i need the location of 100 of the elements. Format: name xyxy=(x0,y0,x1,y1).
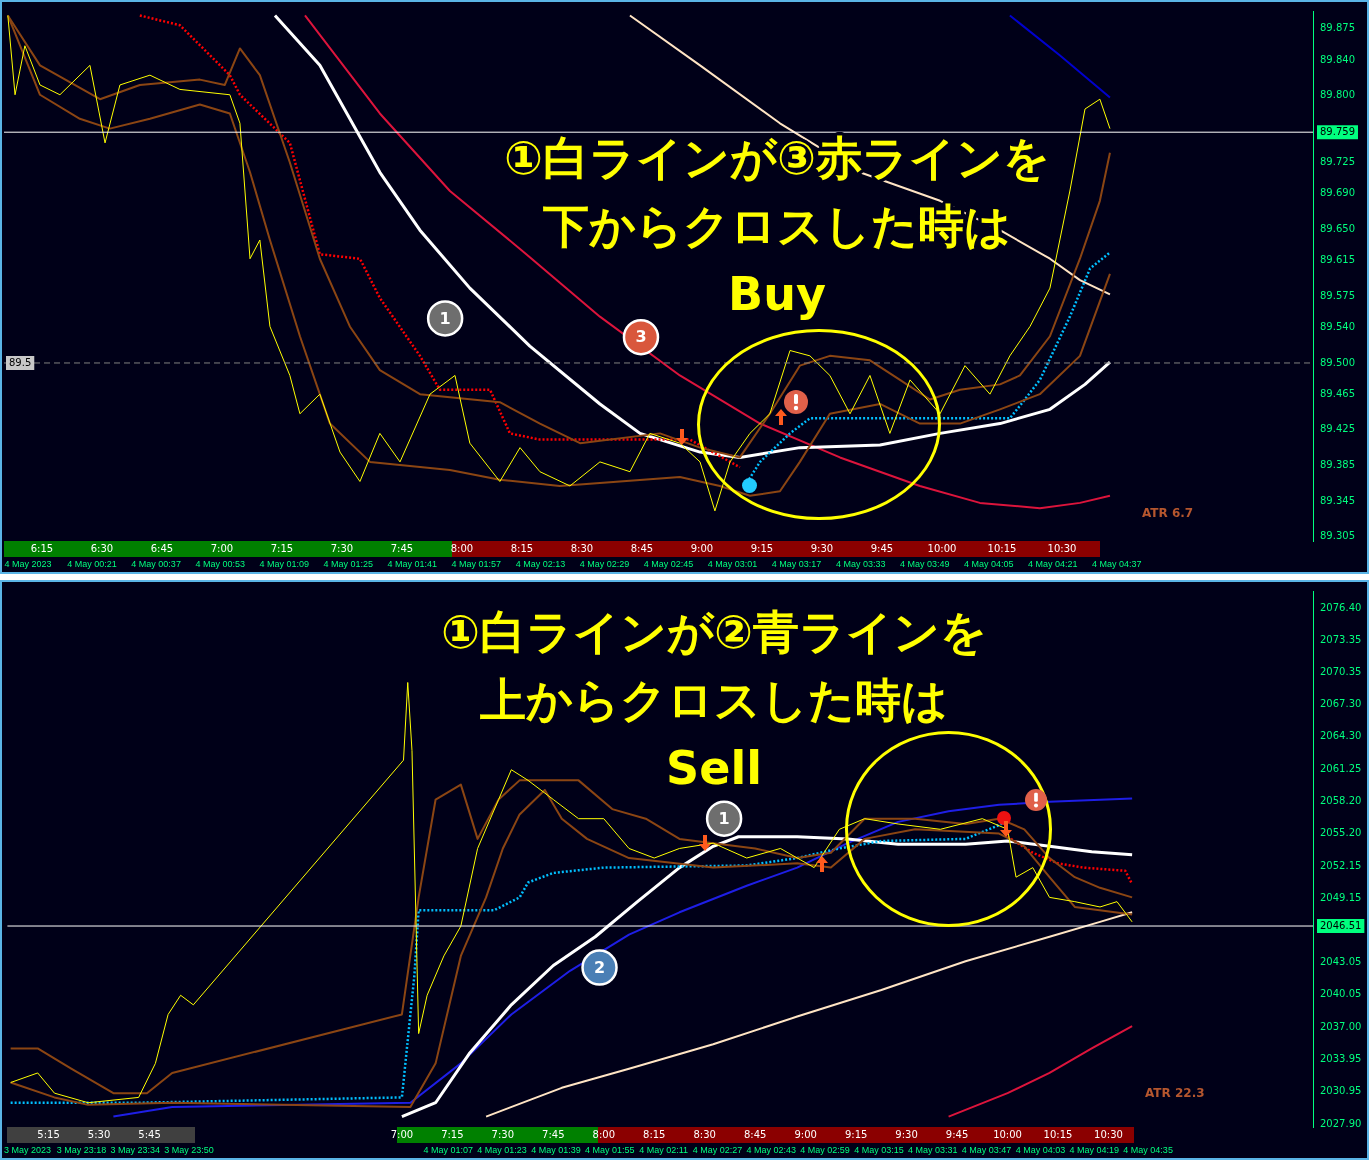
y-tick-label: 89.875 xyxy=(1320,22,1355,34)
x-tick-label: 7:45 xyxy=(390,542,414,554)
annotation: 2 xyxy=(593,957,606,977)
y-tick-label: 2049.15 xyxy=(1320,891,1362,903)
x-tick-label: 9:00 xyxy=(690,542,714,554)
annotation: 1 xyxy=(718,808,730,828)
y-tick-label: 2033.95 xyxy=(1320,1053,1362,1065)
y-tick-label: 89.725 xyxy=(1320,156,1355,168)
x2-tick-label: 4 May 01:09 xyxy=(259,559,309,570)
x2-tick-label: 4 May 00:37 xyxy=(131,559,181,570)
y-tick-label: 2070.35 xyxy=(1320,665,1362,677)
x2-tick-label: 4 May 00:53 xyxy=(195,559,245,570)
annotation: 上からクロスした時は xyxy=(480,672,948,727)
y-tick-label: 2073.35 xyxy=(1320,634,1362,646)
x2-tick-label: 4 May 03:33 xyxy=(835,559,886,570)
x2-tick-label: 4 May 04:21 xyxy=(1028,559,1078,570)
y-tick-label: 89.305 xyxy=(1320,530,1355,542)
x-tick-label: 8:30 xyxy=(570,542,594,554)
y-tick-label: 89.615 xyxy=(1320,254,1355,266)
x2-tick-label: 4 May 01:55 xyxy=(584,1145,635,1156)
x-tick-label: 6:15 xyxy=(30,542,54,554)
x2-tick-label: 4 May 02:59 xyxy=(800,1145,850,1156)
x2-tick-label: 4 May 04:19 xyxy=(1069,1145,1120,1156)
y-tick-label: 2040.05 xyxy=(1320,988,1362,1000)
x2-tick-label: 4 May 00:21 xyxy=(67,559,117,570)
x2-tick-label: 4 May 02:43 xyxy=(746,1145,797,1156)
x2-tick-label: 4 May 04:03 xyxy=(1015,1145,1066,1156)
x-tick-label: 9:15 xyxy=(844,1128,868,1140)
x2-tick-label: 4 May 01:41 xyxy=(387,559,438,570)
x-tick-label: 6:30 xyxy=(90,542,114,554)
x-tick-label: 8:00 xyxy=(592,1128,616,1140)
y-tick-label: 2037.00 xyxy=(1320,1020,1362,1032)
x-tick-label: 8:45 xyxy=(743,1128,767,1140)
y-tick-label: 2076.40 xyxy=(1320,601,1362,613)
ref-line-label: 89.5 xyxy=(9,356,32,368)
y-tick-label: 89.690 xyxy=(1320,187,1355,199)
x2-tick-label: 3 May 23:34 xyxy=(110,1145,161,1156)
y-tick-label: 89.465 xyxy=(1320,387,1355,399)
y-tick-label: 89.540 xyxy=(1320,320,1355,332)
y-tick-label: 89.840 xyxy=(1320,53,1355,65)
y-tick-label: 89.385 xyxy=(1320,459,1355,471)
x-tick-label: 8:00 xyxy=(450,542,474,554)
annotation: ①白ラインが②青ラインを xyxy=(441,604,987,659)
x-tick-label: 7:00 xyxy=(390,1128,414,1140)
y-tick-label: 89.800 xyxy=(1320,89,1355,101)
x2-tick-label: 4 May 03:47 xyxy=(961,1145,1012,1156)
y-tick-label: 89.425 xyxy=(1320,423,1355,435)
x2-tick-label: 4 May 03:01 xyxy=(707,559,758,570)
x-tick-label: 9:15 xyxy=(750,542,774,554)
x2-tick-label: 4 May 02:45 xyxy=(643,559,694,570)
y-tick-label: 2058.20 xyxy=(1320,795,1362,807)
y-tick-label: 2043.05 xyxy=(1320,956,1362,968)
x2-tick-label: 4 May 02:29 xyxy=(579,559,630,570)
annotation: ATR 6.7 xyxy=(1142,506,1194,521)
annotation: 1 xyxy=(439,308,451,328)
x-tick-label: 10:00 xyxy=(927,542,957,554)
x-tick-label: 8:45 xyxy=(630,542,654,554)
annotation: Buy xyxy=(728,266,826,321)
x2-tick-label: 4 May 03:17 xyxy=(771,559,822,570)
y-tick-label: 89.650 xyxy=(1320,222,1355,234)
y-tick-label: 2055.20 xyxy=(1320,827,1362,839)
x-tick-label: 8:15 xyxy=(643,1128,666,1140)
x-tick-label: 10:30 xyxy=(1047,542,1077,554)
x-tick-label: 7:15 xyxy=(441,1128,464,1140)
x-tick-label: 7:15 xyxy=(270,542,294,554)
x2-tick-label: 4 May 01:57 xyxy=(451,559,502,570)
x2-tick-label: 4 May 01:39 xyxy=(531,1145,581,1156)
x2-tick-label: 4 May 01:07 xyxy=(423,1145,473,1156)
x-tick-label: 10:15 xyxy=(1043,1128,1073,1140)
x2-tick-label: 4 May 04:35 xyxy=(1123,1145,1173,1156)
y-tick-label: 2030.95 xyxy=(1320,1085,1362,1097)
y-tick-label: 89.345 xyxy=(1320,494,1355,506)
ref-line-label: 89.759 xyxy=(1320,125,1355,137)
annotation: ATR 22.3 xyxy=(1145,1086,1205,1101)
x2-tick-label: 3 May 2023 xyxy=(4,1145,52,1156)
x-tick-label: 6:45 xyxy=(150,542,174,554)
annotation: 3 xyxy=(635,327,647,347)
x2-tick-label: 4 May 03:49 xyxy=(899,559,950,570)
x-tick-label: 9:00 xyxy=(794,1128,817,1140)
x-tick-label: 7:30 xyxy=(330,542,354,554)
x-tick-label: 7:30 xyxy=(491,1128,515,1140)
x-tick-label: 9:30 xyxy=(895,1128,918,1140)
x-tick-label: 7:45 xyxy=(542,1128,565,1140)
x2-tick-label: 4 May 03:15 xyxy=(854,1145,904,1156)
x-tick-label: 9:45 xyxy=(945,1128,969,1140)
x2-tick-label: 4 May 02:11 xyxy=(639,1145,689,1156)
x2-tick-label: 4 May 2023 xyxy=(4,559,52,570)
x2-tick-label: 4 May 01:25 xyxy=(323,559,374,570)
y-tick-label: 89.500 xyxy=(1320,356,1355,368)
x2-tick-label: 4 May 02:27 xyxy=(692,1145,743,1156)
x-tick-label: 8:15 xyxy=(510,542,534,554)
x-tick-label: 10:15 xyxy=(987,542,1017,554)
x2-tick-label: 4 May 02:13 xyxy=(515,559,566,570)
x2-tick-label: 4 May 03:31 xyxy=(908,1145,958,1156)
x2-tick-label: 4 May 01:23 xyxy=(477,1145,527,1156)
x-tick-label: 5:30 xyxy=(87,1128,111,1140)
y-tick-label: 89.575 xyxy=(1320,289,1355,301)
x-tick-label: 5:15 xyxy=(37,1128,60,1140)
x2-tick-label: 4 May 04:37 xyxy=(1092,559,1142,570)
x2-tick-label: 4 May 04:05 xyxy=(963,559,1014,570)
